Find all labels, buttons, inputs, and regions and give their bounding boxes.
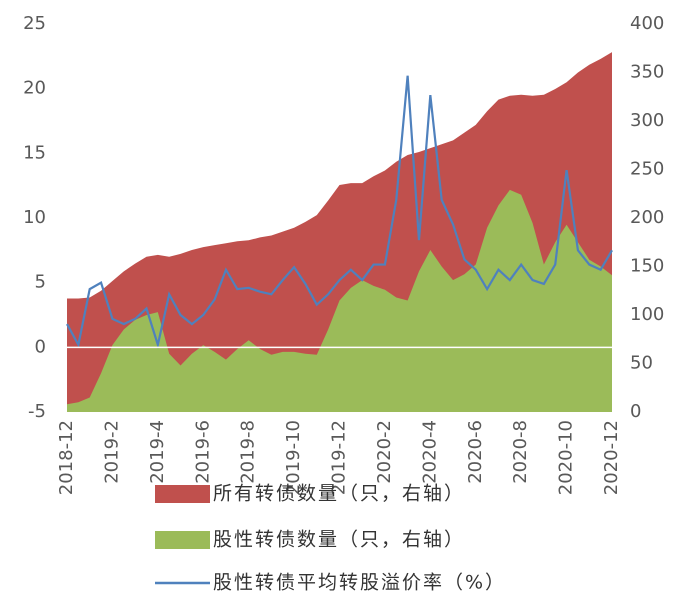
y2-tick-label: 300 — [630, 110, 664, 131]
y2-tick-label: 250 — [630, 159, 664, 180]
y-tick-label: 5 — [35, 272, 46, 293]
legend-label: 股性转债平均转股溢价率（%） — [213, 572, 506, 594]
y2-tick-label: 200 — [630, 207, 664, 228]
x-tick-label: 2019-10 — [283, 420, 304, 495]
y2-tick-label: 0 — [630, 401, 641, 422]
legend-swatch — [155, 485, 210, 503]
x-tick-label: 2019-8 — [238, 420, 259, 484]
x-tick-label: 2020-8 — [510, 420, 531, 484]
y2-tick-label: 400 — [630, 13, 664, 34]
x-tick-label: 2019-2 — [101, 420, 122, 484]
y-tick-label: 25 — [23, 13, 46, 34]
x-tick-label: 2018-12 — [56, 420, 77, 495]
x-tick-label: 2020-10 — [556, 420, 577, 495]
y2-tick-label: 350 — [630, 62, 664, 83]
x-tick-label: 2020-2 — [374, 420, 395, 484]
legend-swatch — [155, 531, 210, 549]
x-tick-label: 2020-4 — [419, 420, 440, 484]
x-tick-label: 2020-6 — [465, 420, 486, 484]
y2-tick-label: 50 — [630, 353, 653, 374]
legend-label: 股性转债数量（只，右轴） — [213, 529, 465, 551]
line — [66, 75, 613, 349]
y2-tick-label: 100 — [630, 304, 664, 325]
y-tick-label: 0 — [35, 336, 46, 357]
x-tick-label: 2019-12 — [329, 420, 350, 495]
legend-label: 所有转债数量（只，右轴） — [213, 483, 465, 505]
y-tick-label: 15 — [23, 142, 46, 163]
y-tick-label: 20 — [23, 78, 46, 99]
x-tick-label: 2019-6 — [192, 420, 213, 484]
x-tick-label: 2020-12 — [601, 420, 622, 495]
y2-tick-label: 150 — [630, 256, 664, 277]
y-tick-label: 10 — [23, 207, 46, 228]
area — [67, 189, 612, 412]
y-tick-label: -5 — [28, 401, 46, 422]
x-tick-label: 2019-4 — [147, 420, 168, 484]
